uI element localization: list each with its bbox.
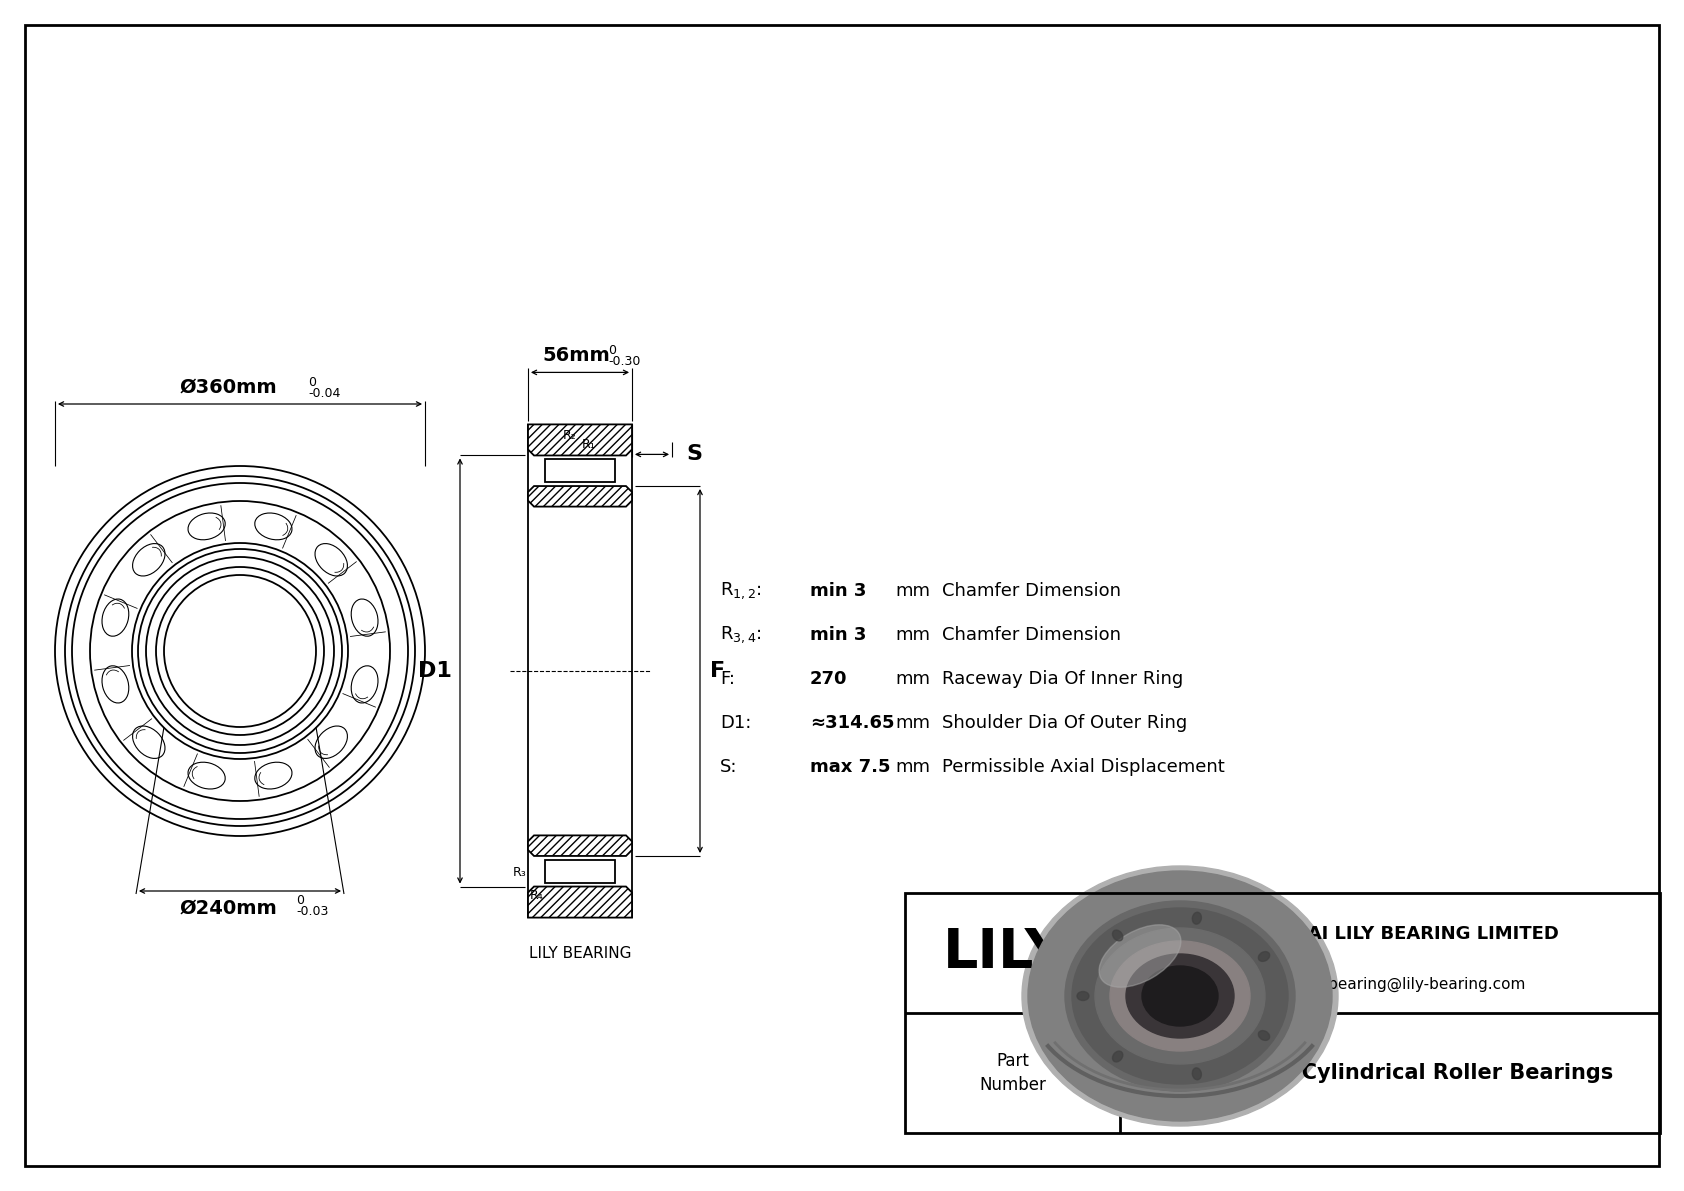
Text: 270: 270	[810, 671, 847, 688]
Text: -0.04: -0.04	[308, 387, 340, 400]
Text: -0.30: -0.30	[608, 355, 640, 368]
Text: Raceway Dia Of Inner Ring: Raceway Dia Of Inner Ring	[941, 671, 1184, 688]
Bar	[544, 860, 615, 883]
Ellipse shape	[1100, 924, 1180, 987]
Text: D1:: D1:	[721, 713, 751, 732]
Text: max 7.5: max 7.5	[810, 757, 891, 777]
Text: min 3: min 3	[810, 626, 866, 644]
Text: mm: mm	[894, 757, 930, 777]
Text: Chamfer Dimension: Chamfer Dimension	[941, 582, 1122, 600]
Text: S:: S:	[721, 757, 738, 777]
Text: ≈314.65: ≈314.65	[810, 713, 894, 732]
Ellipse shape	[1095, 928, 1265, 1064]
Text: R₂: R₂	[562, 430, 576, 442]
Text: 0: 0	[608, 344, 616, 357]
Text: Ø360mm: Ø360mm	[179, 378, 276, 397]
Ellipse shape	[1110, 941, 1250, 1050]
Polygon shape	[529, 835, 632, 856]
Ellipse shape	[1142, 966, 1218, 1025]
Text: Chamfer Dimension: Chamfer Dimension	[941, 626, 1122, 644]
Text: mm: mm	[894, 582, 930, 600]
Text: 0: 0	[308, 376, 317, 389]
Ellipse shape	[1027, 871, 1332, 1121]
Text: Email: lilybearing@lily-bearing.com: Email: lilybearing@lily-bearing.com	[1255, 977, 1526, 992]
Text: LILY: LILY	[943, 925, 1066, 980]
Bar	[544, 460, 615, 482]
Text: 0: 0	[296, 894, 305, 908]
Text: D1: D1	[418, 661, 451, 681]
Text: ®: ®	[1056, 922, 1073, 940]
Ellipse shape	[1022, 866, 1339, 1125]
Ellipse shape	[1113, 1052, 1123, 1062]
Text: NU 1048 M Cylindrical Roller Bearings: NU 1048 M Cylindrical Roller Bearings	[1167, 1064, 1613, 1083]
Ellipse shape	[1064, 902, 1295, 1091]
Ellipse shape	[1127, 954, 1234, 1039]
Text: SHANGHAI LILY BEARING LIMITED: SHANGHAI LILY BEARING LIMITED	[1221, 924, 1559, 943]
Text: Part
Number: Part Number	[978, 1052, 1046, 1095]
Text: 56mm: 56mm	[542, 347, 610, 366]
Text: R₄: R₄	[530, 888, 544, 902]
Ellipse shape	[1192, 1068, 1201, 1080]
Polygon shape	[529, 424, 632, 455]
Text: R$_{1,2}$:: R$_{1,2}$:	[721, 581, 761, 601]
Text: mm: mm	[894, 713, 930, 732]
Polygon shape	[529, 886, 632, 917]
Text: F:: F:	[721, 671, 734, 688]
Polygon shape	[529, 486, 632, 506]
Ellipse shape	[1073, 908, 1288, 1084]
Text: Ø240mm: Ø240mm	[179, 899, 276, 918]
Text: mm: mm	[894, 671, 930, 688]
Text: R₁: R₁	[583, 438, 596, 451]
Text: mm: mm	[894, 626, 930, 644]
Text: -0.03: -0.03	[296, 905, 328, 918]
Text: F: F	[711, 661, 726, 681]
Ellipse shape	[1113, 930, 1123, 941]
Text: R$_{3,4}$:: R$_{3,4}$:	[721, 625, 761, 646]
Ellipse shape	[1192, 912, 1201, 924]
Text: S: S	[685, 444, 702, 464]
Bar	[904, 893, 1660, 1133]
Text: R₃: R₃	[514, 866, 527, 879]
Ellipse shape	[1258, 952, 1270, 961]
Text: min 3: min 3	[810, 582, 866, 600]
Ellipse shape	[1258, 1030, 1270, 1041]
Text: LILY BEARING: LILY BEARING	[529, 946, 632, 961]
Text: Shoulder Dia Of Outer Ring: Shoulder Dia Of Outer Ring	[941, 713, 1187, 732]
Ellipse shape	[1078, 991, 1090, 1000]
Text: Permissible Axial Displacement: Permissible Axial Displacement	[941, 757, 1224, 777]
